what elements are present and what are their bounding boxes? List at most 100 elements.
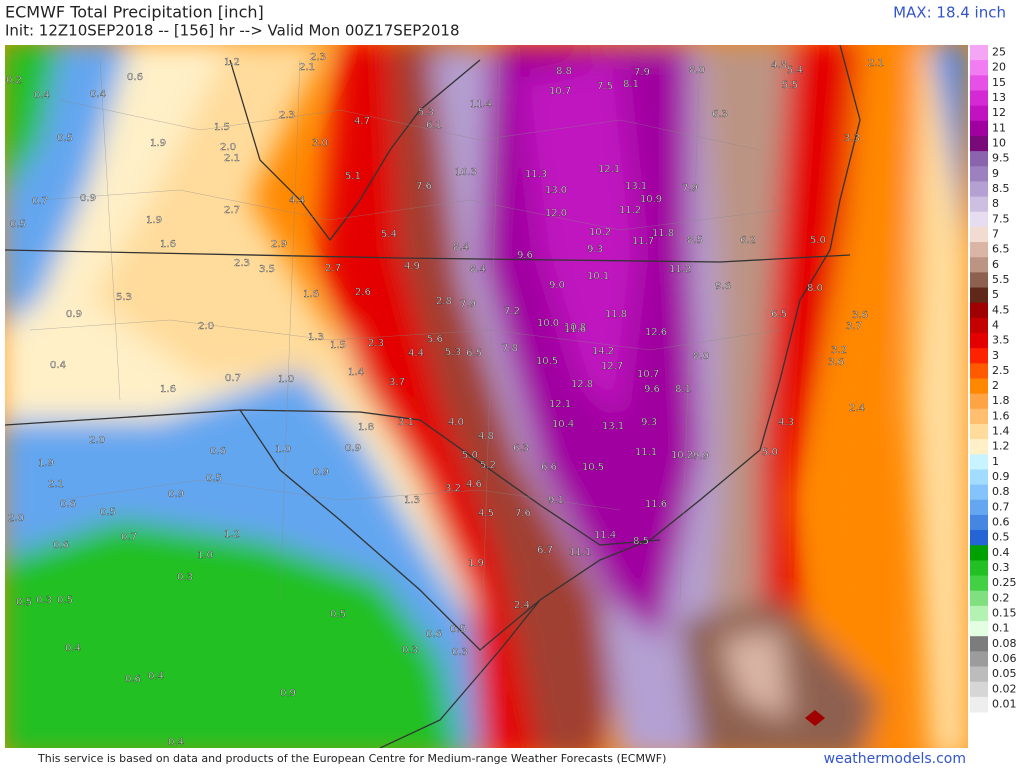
county-lines <box>29 59 781 701</box>
colorbar-label: 0.15 <box>992 606 1017 619</box>
precip-label: 1.9 <box>146 215 162 226</box>
precip-label: 13.1 <box>602 421 624 432</box>
colorbar-label: 7 <box>992 227 999 240</box>
colorbar-label: 10 <box>992 137 1006 150</box>
site-link[interactable]: weathermodels.com <box>824 751 966 767</box>
colorbar-label: 0.05 <box>992 667 1017 680</box>
precip-label: 0.5 <box>57 133 73 144</box>
color-swatch <box>970 423 988 440</box>
precip-label: 11.2 <box>669 264 691 275</box>
colorbar-label: 4.5 <box>992 303 1010 316</box>
precip-label: 9.6 <box>644 384 660 395</box>
colorbar-label: 8.5 <box>992 182 1010 195</box>
precip-label: 2.3 <box>368 338 384 349</box>
precip-label: 8.0 <box>689 65 705 76</box>
precip-label: 4.5 <box>478 508 494 519</box>
precip-label: 0.6 <box>53 540 69 551</box>
colorbar-label: 1 <box>992 455 999 468</box>
precip-label: 11.7 <box>632 236 654 247</box>
precip-label: 5.4 <box>787 65 803 76</box>
precip-label: 5.0 <box>462 450 478 461</box>
precip-label: 11.4 <box>470 99 492 110</box>
precip-label: 6.2 <box>740 235 756 246</box>
precip-label: 11.1 <box>635 447 657 458</box>
precip-label: 5.5 <box>782 80 798 91</box>
color-swatch <box>970 484 988 501</box>
precip-label: 6.7 <box>537 545 553 556</box>
precip-field <box>5 45 968 748</box>
color-swatch <box>970 211 988 228</box>
precip-label: 8.1 <box>675 384 691 395</box>
precip-label: 11.4 <box>594 530 616 541</box>
precip-label: 1.9 <box>150 138 166 149</box>
color-swatch <box>970 605 988 622</box>
colorbar-label: 0.5 <box>992 531 1010 544</box>
color-swatch <box>970 257 988 273</box>
precip-label: 1.9 <box>468 558 484 569</box>
credit: This service is based on data and produc… <box>37 752 666 765</box>
precip-label: 11.6 <box>645 499 667 510</box>
precip-label: 3.5 <box>259 264 275 275</box>
colorbar-label: 9.5 <box>992 152 1010 165</box>
color-swatch <box>970 302 988 319</box>
precip-label: 13.1 <box>625 181 647 192</box>
precip-label: 10.2 <box>589 227 611 238</box>
precip-label: 10.4 <box>552 419 574 430</box>
colorbar-label: 1.6 <box>992 409 1010 422</box>
color-swatch <box>970 60 988 76</box>
color-swatch <box>970 272 988 289</box>
precip-label: 3.7 <box>846 321 862 332</box>
precip-label: 0.5 <box>57 595 73 606</box>
precip-label: 9.9 <box>693 451 709 462</box>
color-swatch <box>970 621 988 637</box>
precip-label: 2.1 <box>48 479 64 490</box>
precip-label: 2.0 <box>89 435 105 446</box>
color-swatch <box>970 105 988 122</box>
color-swatch <box>970 514 988 531</box>
precip-label: 7.6 <box>515 508 531 519</box>
precip-label: 5.2 <box>480 460 496 471</box>
precip-label: 0.9 <box>168 489 184 500</box>
precip-label: 8.5 <box>633 536 649 547</box>
precip-label: 2.6 <box>355 287 371 298</box>
color-swatch <box>970 651 988 668</box>
color-swatch <box>970 348 988 364</box>
precip-label: 0.4 <box>50 360 66 371</box>
precip-label: 12.7 <box>601 361 623 372</box>
precip-label: 0.3 <box>402 645 418 656</box>
precip-label: 1.0 <box>197 550 213 561</box>
precip-label: 2.9 <box>271 239 287 250</box>
precip-label: 2.1 <box>868 58 884 69</box>
precip-label: 0.3 <box>452 647 468 658</box>
color-swatch <box>970 90 988 107</box>
colorbar-label: 5 <box>992 288 999 301</box>
colorbar-label: 0.1 <box>992 622 1010 635</box>
precip-label: 3.0 <box>312 138 328 149</box>
precip-label: 6.6 <box>541 462 557 473</box>
precip-label: 10.5 <box>536 356 558 367</box>
precip-label: 1.6 <box>303 289 319 300</box>
precip-label: 9.0 <box>549 280 565 291</box>
colorbar-label: 2 <box>992 379 999 392</box>
color-swatch <box>970 393 988 410</box>
precip-label: 5.0 <box>762 447 778 458</box>
color-swatch <box>970 120 988 137</box>
precip-label: 1.4 <box>348 367 364 378</box>
precip-label: 7.5 <box>597 81 613 92</box>
title: ECMWF Total Precipitation [inch] <box>5 3 264 22</box>
precip-label: 5.0 <box>810 235 826 246</box>
precip-label: 12.0 <box>545 208 567 219</box>
precip-label: 2.1 <box>299 62 315 73</box>
precip-label: 7.9 <box>634 67 650 78</box>
colorbar-label: 11 <box>992 121 1006 134</box>
color-swatch <box>970 545 988 561</box>
color-swatch <box>970 45 988 61</box>
precip-label: 3.2 <box>831 345 847 356</box>
precip-label: 0.7 <box>225 373 241 384</box>
precip-label: 11.3 <box>525 169 547 180</box>
precip-label: 13.0 <box>545 185 567 196</box>
precip-label: 12.1 <box>549 399 571 410</box>
precip-label: 5.6 <box>427 334 443 345</box>
precip-label: 4.4 <box>289 195 305 206</box>
